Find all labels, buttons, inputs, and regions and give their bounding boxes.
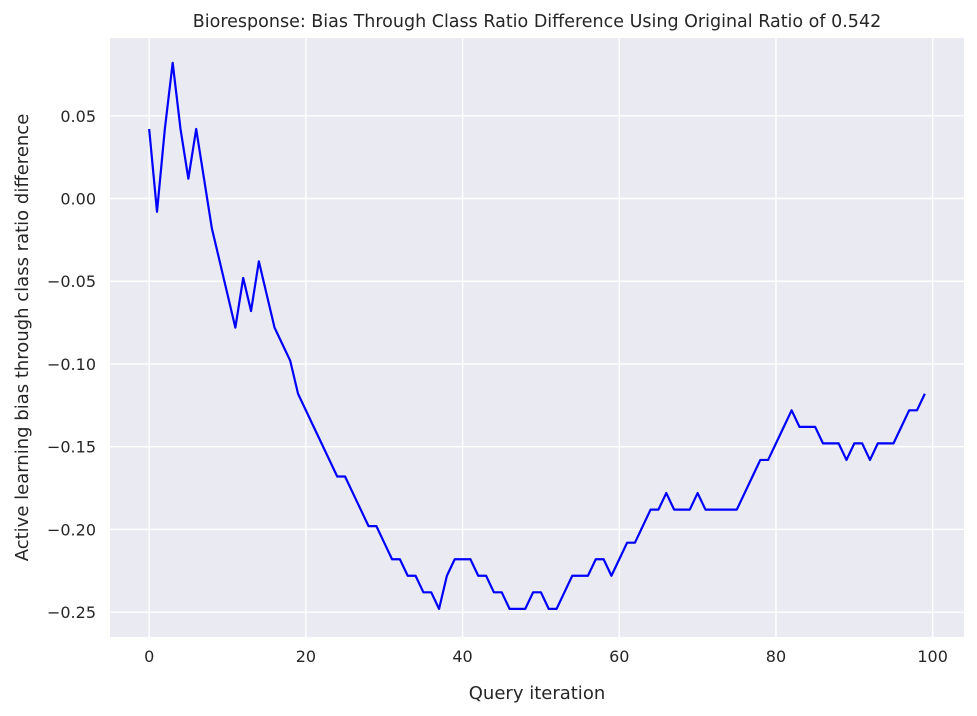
- y-tick-label: 0.00: [60, 190, 96, 209]
- x-tick-label: 100: [917, 647, 948, 666]
- y-tick-labels: 0.05 0.00 −0.05 −0.10 −0.15 −0.20 −0.25: [47, 107, 96, 622]
- chart-title: Bioresponse: Bias Through Class Ratio Di…: [193, 12, 881, 32]
- y-tick-label: −0.10: [47, 355, 96, 374]
- y-tick-label: −0.15: [47, 438, 96, 457]
- x-tick-labels: 0 20 40 60 80 100: [144, 647, 948, 666]
- x-tick-label: 40: [452, 647, 472, 666]
- y-axis-label: Active learning bias through class ratio…: [12, 114, 33, 562]
- grid-lines: [110, 38, 964, 637]
- y-tick-label: −0.20: [47, 520, 96, 539]
- y-tick-label: −0.25: [47, 603, 96, 622]
- x-tick-label: 0: [144, 647, 154, 666]
- plot-background: [110, 38, 964, 637]
- x-tick-label: 20: [296, 647, 316, 666]
- x-axis-label: Query iteration: [469, 683, 605, 704]
- y-tick-label: −0.05: [47, 272, 96, 291]
- y-tick-label: 0.05: [60, 107, 96, 126]
- series-line: [148, 61, 926, 610]
- x-tick-label: 60: [609, 647, 629, 666]
- x-tick-label: 80: [766, 647, 786, 666]
